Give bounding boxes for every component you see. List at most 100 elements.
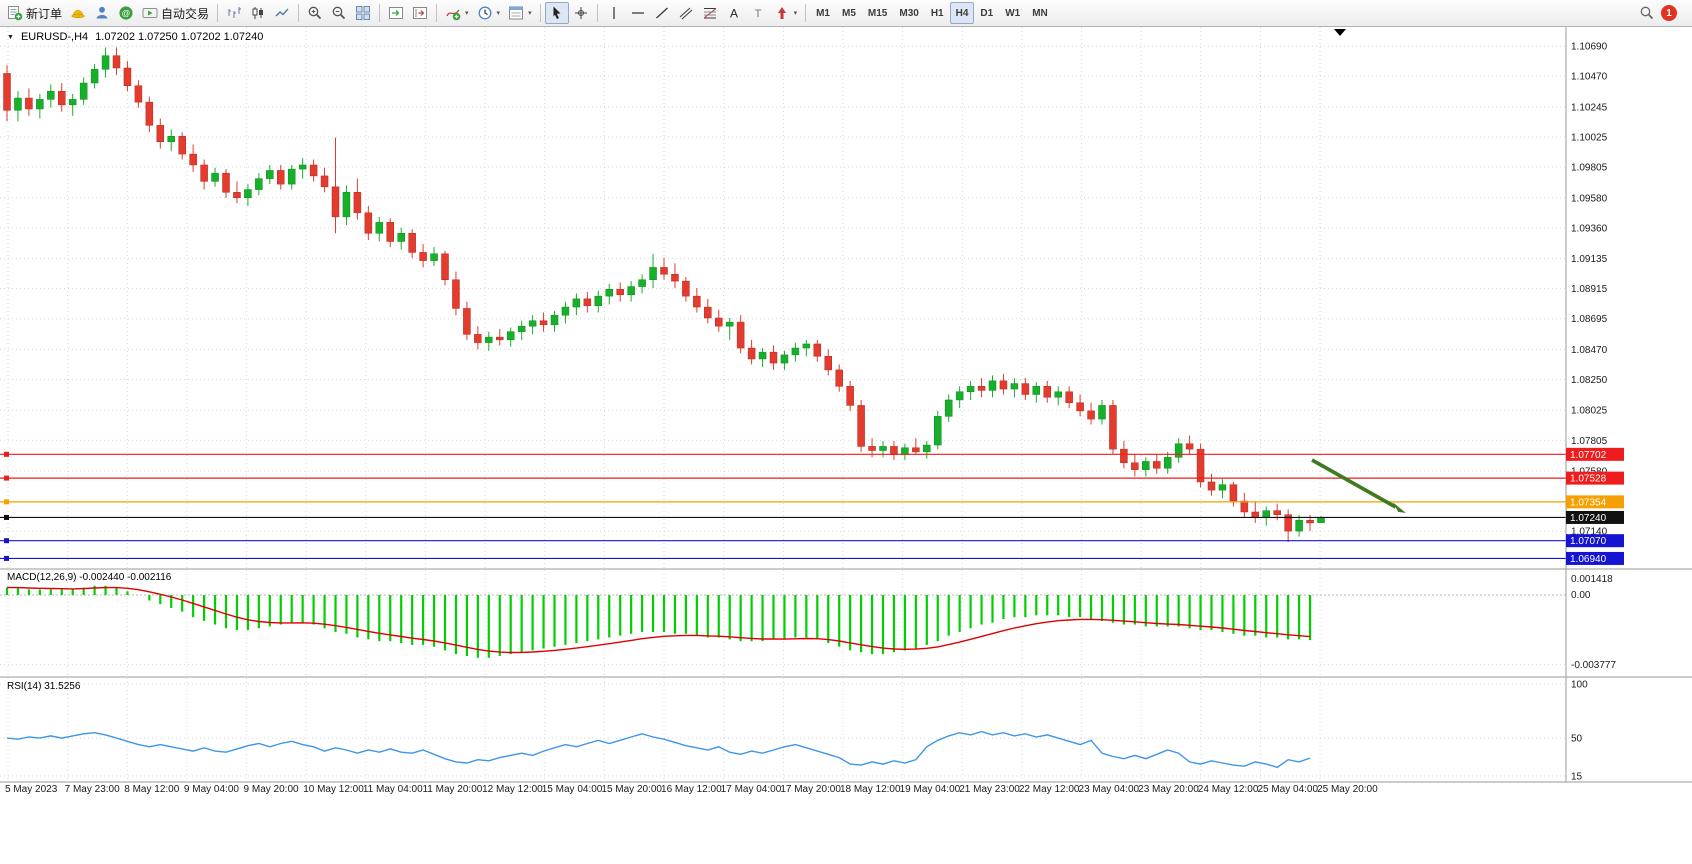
zoom-in-button[interactable] bbox=[303, 2, 327, 24]
new-order-button[interactable]: 新订单 bbox=[3, 2, 66, 24]
tf-m1-button[interactable]: M1 bbox=[810, 2, 836, 24]
tf-h4-button[interactable]: H4 bbox=[949, 2, 975, 24]
trend-icon bbox=[654, 5, 670, 21]
time-axis[interactable]: 5 May 2023 7 May 23:00 8 May 12:00 9 May 04… bbox=[5, 784, 1378, 795]
svg-text:25 May 20:00: 25 May 20:00 bbox=[1317, 784, 1378, 795]
templates-button[interactable]: ▾ bbox=[504, 2, 536, 24]
svg-text:21 May 23:00: 21 May 23:00 bbox=[959, 784, 1020, 795]
chart-canvas[interactable]: 1.10690 1.10470 1.10245 1.10025 1.09805 1.095… bbox=[0, 27, 1692, 864]
bar-chart-mode-button[interactable] bbox=[222, 2, 246, 24]
zoom-out-button[interactable] bbox=[327, 2, 351, 24]
svg-text:1.08915: 1.08915 bbox=[1571, 284, 1608, 295]
zoom-out-icon bbox=[331, 5, 347, 21]
line-chart-mode-button[interactable] bbox=[270, 2, 294, 24]
price-badge-1.07354: 1.07354 bbox=[1570, 497, 1607, 508]
level-handle bbox=[4, 499, 9, 505]
svg-text:15: 15 bbox=[1571, 771, 1583, 782]
tf-mn-button[interactable]: MN bbox=[1026, 2, 1054, 24]
equidistant-channel-button[interactable] bbox=[674, 2, 698, 24]
fibonacci-button[interactable] bbox=[698, 2, 722, 24]
tf-m30-button[interactable]: M30 bbox=[893, 2, 924, 24]
price-badge-1.06940: 1.06940 bbox=[1570, 554, 1607, 565]
search-button[interactable] bbox=[1635, 2, 1659, 24]
svg-text:23 May 04:00: 23 May 04:00 bbox=[1079, 784, 1140, 795]
arrow-tool-icon bbox=[774, 5, 790, 21]
svg-text:9 May 20:00: 9 May 20:00 bbox=[244, 784, 299, 795]
text-label-button[interactable]: T bbox=[746, 2, 770, 24]
channel-icon bbox=[678, 5, 694, 21]
trendline-button[interactable] bbox=[650, 2, 674, 24]
auto-scroll-button[interactable] bbox=[384, 2, 408, 24]
autoscroll-icon bbox=[388, 5, 404, 21]
text-button[interactable]: A bbox=[722, 2, 746, 24]
candlestick-mode-button[interactable] bbox=[246, 2, 270, 24]
tf-h1-button[interactable]: H1 bbox=[925, 2, 950, 24]
level-handle bbox=[4, 555, 9, 561]
toolbar-separator bbox=[539, 4, 541, 22]
svg-text:1.09360: 1.09360 bbox=[1571, 223, 1608, 234]
svg-text:-0.003777: -0.003777 bbox=[1571, 660, 1616, 671]
svg-text:15 May 20:00: 15 May 20:00 bbox=[601, 784, 662, 795]
candles-icon bbox=[250, 5, 266, 21]
tf-m5-button[interactable]: M5 bbox=[836, 2, 862, 24]
tf-d1-button[interactable]: D1 bbox=[974, 2, 999, 24]
vline-icon bbox=[606, 5, 622, 21]
macd-indicator bbox=[0, 585, 1566, 658]
chart-shift-marker[interactable] bbox=[1334, 29, 1346, 36]
tf-w1-button[interactable]: W1 bbox=[999, 2, 1026, 24]
indicators-button[interactable]: ▾ bbox=[441, 2, 473, 24]
price-badge-1.07528: 1.07528 bbox=[1570, 474, 1607, 485]
main-toolbar: 新订单 @ 自动交易 ▾ ▾ ▾ A T ▾ M1 M5 M15 M30 H1 H4 D1 W1 MN 1 bbox=[0, 0, 1692, 27]
svg-text:18 May 12:00: 18 May 12:00 bbox=[840, 784, 901, 795]
svg-text:0.001418: 0.001418 bbox=[1571, 574, 1613, 585]
tf-mn-label: MN bbox=[1032, 7, 1048, 19]
toolbar-separator bbox=[298, 4, 300, 22]
new-order-icon bbox=[7, 5, 23, 21]
svg-text:12 May 12:00: 12 May 12:00 bbox=[482, 784, 543, 795]
svg-text:@: @ bbox=[122, 8, 131, 18]
svg-text:1.10470: 1.10470 bbox=[1571, 72, 1608, 83]
panel-separators[interactable] bbox=[0, 27, 1692, 783]
svg-text:1.09805: 1.09805 bbox=[1571, 163, 1608, 174]
market-button[interactable]: @ bbox=[114, 2, 138, 24]
horizontal-line-button[interactable] bbox=[626, 2, 650, 24]
dropdown-arrow-icon[interactable]: ▾ bbox=[496, 10, 501, 17]
notification-badge[interactable]: 1 bbox=[1661, 5, 1677, 21]
svg-text:0.00: 0.00 bbox=[1571, 590, 1591, 601]
mail-icon: @ bbox=[118, 5, 134, 21]
tf-m1-label: M1 bbox=[816, 7, 830, 19]
rsi-line bbox=[6, 730, 1311, 769]
tf-m15-label: M15 bbox=[867, 7, 888, 19]
price-axis[interactable]: 1.10690 1.10470 1.10245 1.10025 1.09805 1.095… bbox=[1571, 42, 1616, 783]
svg-text:23 May 20:00: 23 May 20:00 bbox=[1138, 784, 1199, 795]
vertical-line-button[interactable] bbox=[602, 2, 626, 24]
symbol-menu-icon[interactable]: ▼ bbox=[7, 33, 14, 41]
arrows-button[interactable]: ▾ bbox=[770, 2, 802, 24]
tf-m30-label: M30 bbox=[899, 7, 919, 19]
zoom-in-icon bbox=[307, 5, 323, 21]
svg-text:1.08025: 1.08025 bbox=[1571, 406, 1608, 417]
periods-button[interactable]: ▾ bbox=[473, 2, 505, 24]
mql-community-button[interactable] bbox=[66, 2, 90, 24]
tf-w1-label: W1 bbox=[1005, 7, 1021, 19]
svg-text:24 May 12:00: 24 May 12:00 bbox=[1198, 784, 1259, 795]
toolbar-separator bbox=[596, 4, 598, 22]
dropdown-arrow-icon[interactable]: ▾ bbox=[465, 10, 469, 17]
horizontal-level-lines[interactable] bbox=[0, 451, 1566, 561]
chart-title-bar: ▼ EURUSD-,H4 1.07202 1.07250 1.07202 1.0… bbox=[7, 31, 263, 43]
dropdown-arrow-icon[interactable]: ▾ bbox=[528, 10, 532, 17]
tf-m15-button[interactable]: M15 bbox=[862, 2, 893, 24]
svg-text:17 May 20:00: 17 May 20:00 bbox=[780, 784, 841, 795]
toolbar-separator bbox=[436, 4, 438, 22]
tile-windows-button[interactable] bbox=[351, 2, 375, 24]
auto-trading-button[interactable]: 自动交易 bbox=[138, 2, 213, 24]
crosshair-button[interactable] bbox=[569, 2, 593, 24]
cursor-button[interactable] bbox=[544, 2, 569, 24]
dropdown-arrow-icon[interactable]: ▾ bbox=[793, 10, 798, 17]
chart-shift-button[interactable] bbox=[408, 2, 432, 24]
user-profile-button[interactable] bbox=[90, 2, 114, 24]
down-arrow-annotation[interactable] bbox=[1311, 458, 1406, 513]
level-handle bbox=[4, 475, 9, 481]
price-badge-1.07240: 1.07240 bbox=[1570, 513, 1607, 524]
svg-text:25 May 04:00: 25 May 04:00 bbox=[1257, 784, 1318, 795]
